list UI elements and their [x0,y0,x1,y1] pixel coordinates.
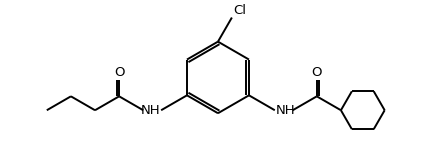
Text: Cl: Cl [233,4,246,17]
Text: NH: NH [276,104,296,117]
Text: NH: NH [140,104,160,117]
Text: O: O [114,66,124,79]
Text: O: O [312,66,322,79]
